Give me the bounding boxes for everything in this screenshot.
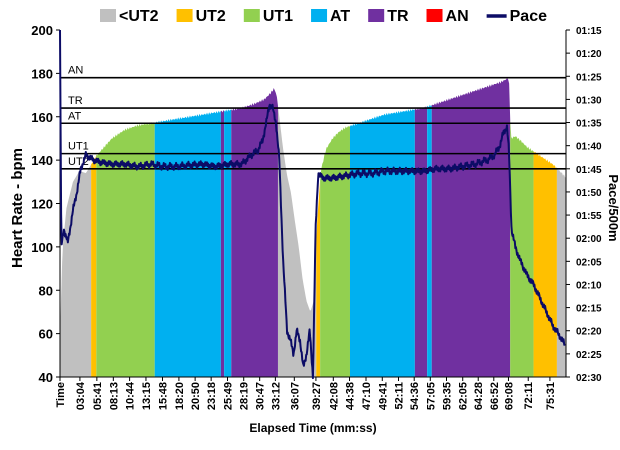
y2-tick-label: 02:25 [576,350,602,361]
x-tick-label: 28:19 [239,382,251,410]
legend-swatch-ut1 [243,9,260,22]
x-tick-label: 72:11 [523,382,535,410]
x-tick-label: 08:13 [108,382,120,410]
zone-area-ut1-14 [510,119,534,378]
x-tick-label: 42:08 [328,382,340,410]
y2-tick-label: 01:45 [576,165,602,176]
legend-label-ut2: UT2 [196,8,226,25]
y-tick-label: 140 [31,153,53,168]
x-tick-label: 52:11 [394,382,406,410]
y2-axis-label: Pace/500m [606,174,620,241]
zone-area-at-10 [349,108,415,377]
x-tick-label: 62:05 [458,382,470,410]
legend-swatch-an [426,9,443,22]
pace-series [59,29,566,380]
threshold-label-tr: TR [68,95,83,107]
zone-area-ut2-8 [316,179,321,377]
legend-label-an: AN [446,8,469,25]
x-tick-label: 20:50 [190,382,202,410]
y-tick-label: 160 [31,110,53,125]
zone-area-ut2-1 [91,154,97,377]
zone-area-at-5 [224,109,232,377]
x-tick-label: 57:05 [425,382,437,410]
legend: <UT2 UT2 UT1 AT TR AN Pace [100,8,547,25]
pace-line [59,29,566,380]
y2-tick-label: 01:50 [576,188,602,199]
y-axis-label: Heart Rate - bpm [9,148,26,268]
x-tick-label: 39:27 [311,382,323,410]
zone-area-ltut2-16 [556,167,566,377]
x-tick-label: 13:15 [141,382,153,410]
y-tick-label: 100 [31,240,53,255]
zone-area-tr-11 [414,105,428,377]
legend-swatch-at [311,9,328,22]
x-tick-label: 54:36 [409,382,421,410]
x-tick-label: 23:18 [206,382,218,410]
zone-area-ltut2-7 [277,105,317,377]
threshold-label-ut1: UT1 [68,141,89,153]
zone-area-ut2-15 [533,151,557,377]
y2-tick-label: 01:40 [576,142,602,153]
x-tick-label: 33:12 [270,382,282,410]
legend-swatch-ut2 [176,9,193,22]
legend-label-pace: Pace [510,8,547,25]
x-tick-label: 25:49 [223,382,235,410]
y-tick-label: 80 [39,283,53,298]
y-tick-label: 40 [39,370,53,385]
legend-swatch-ltut2 [100,9,116,22]
y-tick-label: 120 [31,197,53,212]
y-tick-label: 60 [39,327,53,342]
y-tick-label: 180 [31,66,53,81]
x-tick-label: 44:38 [345,382,357,410]
zone-area-tr-4 [220,110,225,377]
x-tick-label: 15:48 [158,382,170,410]
x-tick-label: 30:47 [255,382,267,410]
zone-area-ltut2-0 [60,164,92,377]
x-tick-label: 10:44 [125,381,137,410]
x-tick-label: 18:20 [174,382,186,410]
x-tick-label: 66:52 [489,382,501,410]
y2-tick-label: 01:30 [576,95,602,106]
x-tick-label: 03:04 [75,381,87,410]
y-tick-label: 200 [31,23,53,38]
legend-label-ut1: UT1 [263,8,293,25]
x-tick-label: 64:28 [473,382,485,410]
x-tick-label: 47:10 [361,382,373,410]
x-tick-label: 69:08 [504,382,516,410]
y2-tick-label: 02:10 [576,280,602,291]
x-tick-label: Time [55,382,67,407]
y2-tick-label: 02:15 [576,304,602,315]
legend-swatch-tr [368,9,385,22]
x-tick-label: 36:07 [289,382,301,410]
zone-area-ut1-9 [320,126,350,377]
x-axis-label: Elapsed Time (mm:ss) [249,421,376,435]
y2-tick-label: 02:00 [576,234,602,245]
x-tick-label: 49:41 [377,382,389,410]
y2-tick-label: 01:15 [576,26,602,37]
y2-tick-label: 02:20 [576,327,602,338]
zone-area-ut1-2 [96,122,155,377]
legend-label-tr: TR [387,8,409,25]
y2-tick-label: 02:30 [576,373,602,384]
legend-label-ltut2: <UT2 [119,8,159,25]
y2-tick-label: 01:55 [576,211,602,222]
x-tick-label: 05:41 [92,382,104,410]
axes: 40 60 80 100 120 140 160 180 200 01:15 01:20 01:25 0… [31,23,602,410]
y2-tick-label: 01:35 [576,119,602,130]
x-tick-label: 75:31 [545,382,557,410]
zone-area-tr-6 [231,88,278,377]
legend-label-at: AT [330,8,350,25]
y2-tick-label: 01:20 [576,49,602,60]
threshold-label-an: AN [68,65,83,77]
x-tick-label: 59:35 [442,382,454,410]
threshold-label-at: AT [68,110,82,122]
zone-area-at-3 [154,110,221,377]
y2-tick-label: 02:05 [576,257,602,268]
y2-tick-label: 01:25 [576,72,602,83]
zone-area-at-12 [427,104,432,377]
